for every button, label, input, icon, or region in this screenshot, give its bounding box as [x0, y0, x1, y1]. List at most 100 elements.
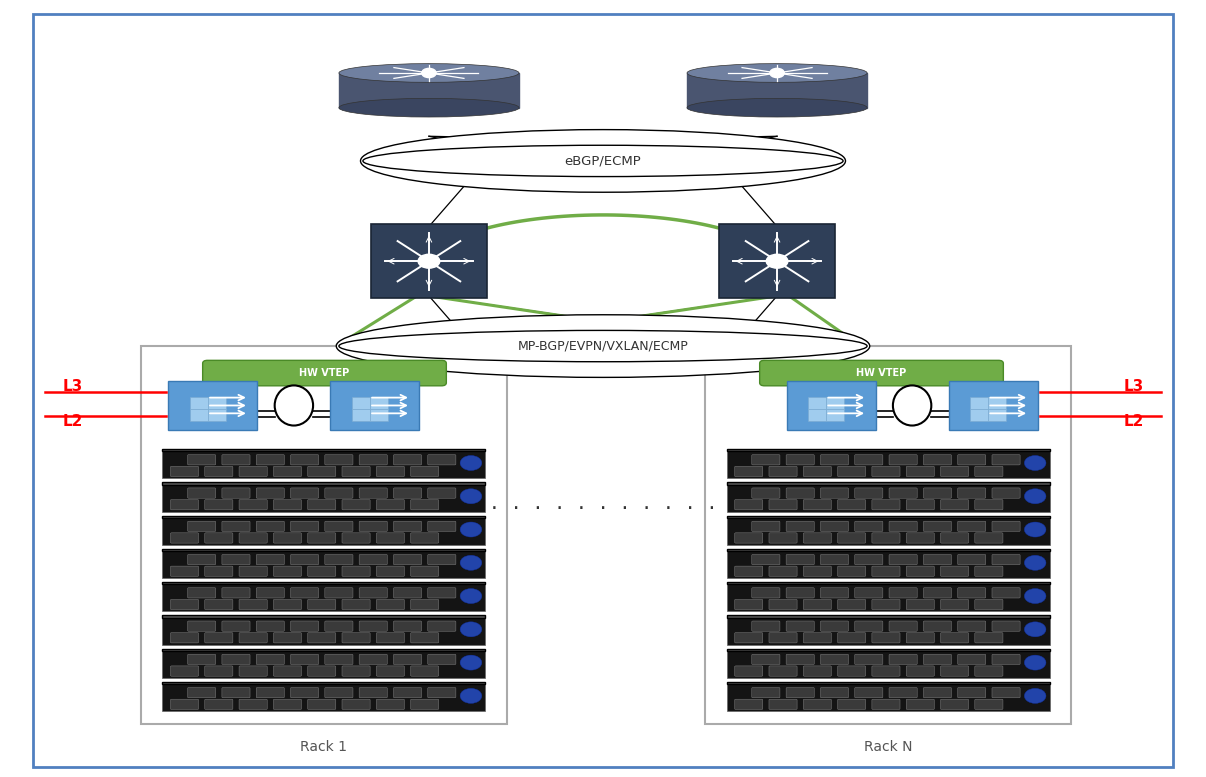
FancyBboxPatch shape	[727, 649, 1049, 651]
FancyBboxPatch shape	[993, 521, 1020, 531]
Ellipse shape	[461, 455, 481, 471]
Ellipse shape	[687, 99, 867, 117]
FancyBboxPatch shape	[808, 409, 826, 420]
FancyBboxPatch shape	[941, 666, 968, 676]
FancyBboxPatch shape	[274, 533, 302, 543]
FancyBboxPatch shape	[734, 666, 762, 676]
FancyBboxPatch shape	[924, 621, 952, 631]
FancyBboxPatch shape	[359, 555, 387, 565]
FancyBboxPatch shape	[803, 632, 831, 643]
FancyBboxPatch shape	[906, 632, 935, 643]
FancyBboxPatch shape	[428, 654, 456, 664]
FancyBboxPatch shape	[974, 466, 1003, 476]
FancyBboxPatch shape	[410, 533, 439, 543]
FancyBboxPatch shape	[359, 455, 387, 465]
FancyBboxPatch shape	[751, 555, 780, 565]
Text: HW VTEP: HW VTEP	[299, 368, 350, 378]
Circle shape	[418, 254, 440, 268]
FancyBboxPatch shape	[769, 666, 797, 676]
FancyBboxPatch shape	[924, 654, 952, 664]
FancyBboxPatch shape	[163, 649, 485, 678]
FancyBboxPatch shape	[786, 521, 814, 531]
FancyBboxPatch shape	[256, 488, 285, 498]
FancyBboxPatch shape	[291, 587, 318, 598]
FancyBboxPatch shape	[889, 488, 918, 498]
FancyBboxPatch shape	[191, 397, 207, 409]
FancyBboxPatch shape	[751, 455, 780, 465]
FancyBboxPatch shape	[343, 566, 370, 577]
FancyBboxPatch shape	[855, 587, 883, 598]
FancyBboxPatch shape	[727, 549, 1049, 578]
FancyBboxPatch shape	[343, 599, 370, 610]
FancyBboxPatch shape	[820, 488, 849, 498]
FancyBboxPatch shape	[958, 521, 985, 531]
FancyBboxPatch shape	[239, 500, 268, 510]
FancyBboxPatch shape	[324, 488, 353, 498]
FancyBboxPatch shape	[222, 521, 250, 531]
FancyBboxPatch shape	[924, 587, 952, 598]
FancyBboxPatch shape	[855, 488, 883, 498]
Text: L3: L3	[1124, 378, 1143, 394]
FancyBboxPatch shape	[820, 455, 849, 465]
FancyBboxPatch shape	[786, 654, 814, 664]
FancyBboxPatch shape	[410, 466, 439, 476]
Ellipse shape	[1024, 489, 1046, 503]
FancyBboxPatch shape	[924, 555, 952, 565]
FancyBboxPatch shape	[924, 521, 952, 531]
FancyBboxPatch shape	[786, 587, 814, 598]
FancyBboxPatch shape	[855, 621, 883, 631]
FancyBboxPatch shape	[308, 666, 335, 676]
FancyBboxPatch shape	[786, 488, 814, 498]
FancyBboxPatch shape	[727, 682, 1049, 711]
FancyBboxPatch shape	[239, 466, 268, 476]
FancyBboxPatch shape	[370, 397, 388, 409]
FancyBboxPatch shape	[376, 632, 404, 643]
FancyBboxPatch shape	[872, 566, 900, 577]
FancyBboxPatch shape	[751, 688, 780, 698]
FancyBboxPatch shape	[734, 466, 762, 476]
FancyBboxPatch shape	[170, 632, 199, 643]
FancyBboxPatch shape	[941, 533, 968, 543]
FancyBboxPatch shape	[163, 582, 485, 611]
FancyBboxPatch shape	[872, 599, 900, 610]
FancyBboxPatch shape	[188, 455, 216, 465]
FancyBboxPatch shape	[163, 483, 485, 485]
FancyBboxPatch shape	[803, 500, 831, 510]
FancyBboxPatch shape	[291, 688, 318, 698]
FancyBboxPatch shape	[958, 587, 985, 598]
FancyBboxPatch shape	[872, 533, 900, 543]
FancyBboxPatch shape	[308, 566, 335, 577]
Ellipse shape	[1024, 556, 1046, 570]
Polygon shape	[339, 73, 519, 108]
FancyBboxPatch shape	[359, 688, 387, 698]
FancyBboxPatch shape	[170, 466, 199, 476]
FancyBboxPatch shape	[820, 521, 849, 531]
FancyBboxPatch shape	[727, 649, 1049, 678]
FancyBboxPatch shape	[941, 699, 968, 709]
FancyBboxPatch shape	[393, 555, 422, 565]
FancyBboxPatch shape	[803, 599, 831, 610]
FancyBboxPatch shape	[291, 521, 318, 531]
FancyBboxPatch shape	[274, 500, 302, 510]
Ellipse shape	[461, 589, 481, 604]
FancyBboxPatch shape	[256, 654, 285, 664]
FancyBboxPatch shape	[924, 488, 952, 498]
FancyBboxPatch shape	[393, 521, 422, 531]
FancyBboxPatch shape	[993, 587, 1020, 598]
FancyBboxPatch shape	[855, 555, 883, 565]
FancyBboxPatch shape	[163, 516, 485, 518]
Ellipse shape	[1024, 688, 1046, 703]
FancyBboxPatch shape	[324, 654, 353, 664]
FancyBboxPatch shape	[924, 455, 952, 465]
FancyBboxPatch shape	[376, 500, 404, 510]
FancyBboxPatch shape	[769, 566, 797, 577]
FancyBboxPatch shape	[163, 615, 485, 618]
FancyBboxPatch shape	[838, 566, 866, 577]
Text: L2: L2	[63, 414, 82, 429]
FancyBboxPatch shape	[751, 488, 780, 498]
Text: L3: L3	[63, 378, 82, 394]
FancyBboxPatch shape	[359, 621, 387, 631]
Text: L2: L2	[1124, 414, 1143, 429]
FancyBboxPatch shape	[163, 649, 485, 651]
FancyBboxPatch shape	[205, 699, 233, 709]
